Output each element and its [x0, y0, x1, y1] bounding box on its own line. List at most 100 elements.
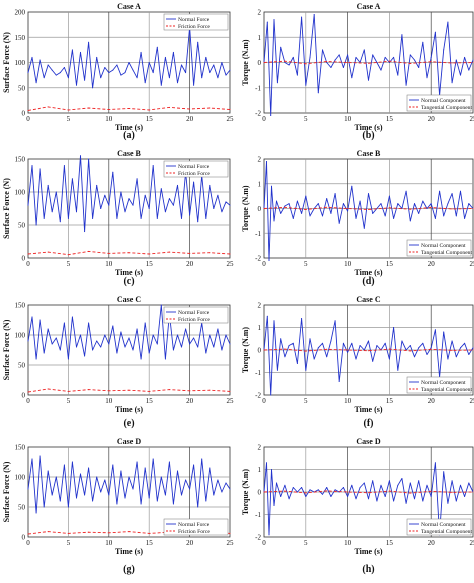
data-point — [27, 253, 29, 255]
data-point — [322, 493, 323, 495]
data-point — [347, 491, 349, 493]
data-point — [372, 360, 374, 362]
data-point — [326, 198, 328, 200]
data-point — [376, 500, 378, 502]
data-point — [205, 217, 207, 219]
data-point — [388, 207, 390, 209]
data-point — [67, 109, 69, 111]
data-point — [430, 207, 432, 208]
x-tick-label: 0 — [262, 260, 266, 268]
x-tick-label: 20 — [428, 260, 436, 268]
data-point — [156, 343, 158, 345]
x-tick-label: 20 — [186, 115, 194, 123]
data-point — [388, 348, 390, 350]
data-point — [47, 64, 49, 66]
data-point — [59, 72, 61, 74]
data-point — [108, 204, 110, 206]
x-tick-label: 5 — [304, 115, 308, 123]
data-point — [172, 51, 174, 53]
y-tick-label: 0 — [22, 534, 26, 542]
data-point — [100, 346, 102, 348]
data-point — [326, 62, 328, 63]
data-point — [334, 489, 336, 491]
data-point — [447, 502, 449, 504]
data-point — [88, 107, 90, 109]
x-tick-label: 20 — [186, 260, 194, 268]
data-point — [76, 211, 77, 213]
data-point — [472, 208, 474, 209]
data-point — [88, 41, 90, 43]
data-point — [443, 215, 445, 217]
y-tick-label: -1 — [255, 511, 261, 519]
data-point — [393, 56, 395, 58]
data-point — [144, 322, 146, 324]
data-point — [409, 350, 411, 352]
data-point — [229, 253, 231, 255]
data-point — [136, 461, 138, 463]
data-point — [67, 358, 69, 360]
data-point — [217, 479, 219, 481]
data-point — [140, 358, 142, 360]
data-point — [418, 212, 420, 214]
x-tick-label: 10 — [344, 115, 352, 123]
x-tick-label: 15 — [146, 539, 154, 547]
y-tick-label: 100 — [15, 474, 26, 482]
x-tick-label: 15 — [386, 260, 394, 268]
data-point — [148, 208, 150, 209]
data-point — [63, 322, 65, 324]
data-point — [132, 204, 134, 206]
data-point — [96, 340, 98, 342]
data-point — [168, 198, 170, 200]
data-point — [372, 480, 374, 482]
data-point — [276, 482, 277, 484]
data-point — [305, 195, 307, 197]
data-point — [177, 334, 178, 336]
data-point — [280, 46, 282, 48]
data-point — [76, 346, 77, 348]
data-point — [384, 56, 386, 58]
data-point — [104, 334, 106, 336]
data-point — [31, 458, 33, 460]
data-point — [355, 217, 357, 219]
data-point — [372, 54, 374, 56]
y-tick-label: 1 — [258, 34, 262, 42]
data-point — [189, 343, 191, 345]
data-point — [326, 206, 328, 208]
data-point — [301, 16, 303, 18]
data-point — [472, 59, 474, 61]
data-point — [148, 253, 150, 255]
data-point — [55, 337, 57, 339]
data-point — [451, 82, 453, 84]
data-point — [451, 480, 453, 482]
data-point — [172, 204, 174, 206]
x-tick-label: 5 — [67, 397, 71, 405]
data-point — [108, 72, 110, 74]
data-point — [209, 107, 211, 109]
data-point — [181, 64, 182, 66]
legend-box — [163, 518, 229, 536]
data-point — [288, 64, 290, 66]
data-point — [27, 533, 29, 535]
y-tick-label: 50 — [18, 504, 26, 512]
data-point — [447, 203, 449, 205]
data-point — [418, 67, 420, 68]
data-point — [426, 484, 428, 486]
data-point — [451, 340, 453, 342]
data-point — [397, 369, 399, 371]
data-point — [84, 231, 86, 233]
y-tick-label: 200 — [15, 9, 26, 17]
panel-caption: (b) — [362, 130, 374, 141]
data-point — [55, 74, 57, 76]
data-point — [422, 41, 424, 43]
x-tick-label: 5 — [304, 539, 308, 547]
data-point — [301, 318, 303, 319]
y-axis-label: Torque (N.m) — [241, 39, 250, 86]
y-tick-label: 0 — [22, 255, 26, 263]
data-point — [347, 208, 349, 209]
panel-caption: (c) — [123, 276, 134, 287]
data-point — [405, 190, 407, 192]
y-tick-label: 1 — [258, 180, 262, 188]
data-point — [338, 381, 340, 382]
y-axis-label: Torque (N.m) — [241, 185, 250, 232]
data-point — [164, 211, 166, 213]
